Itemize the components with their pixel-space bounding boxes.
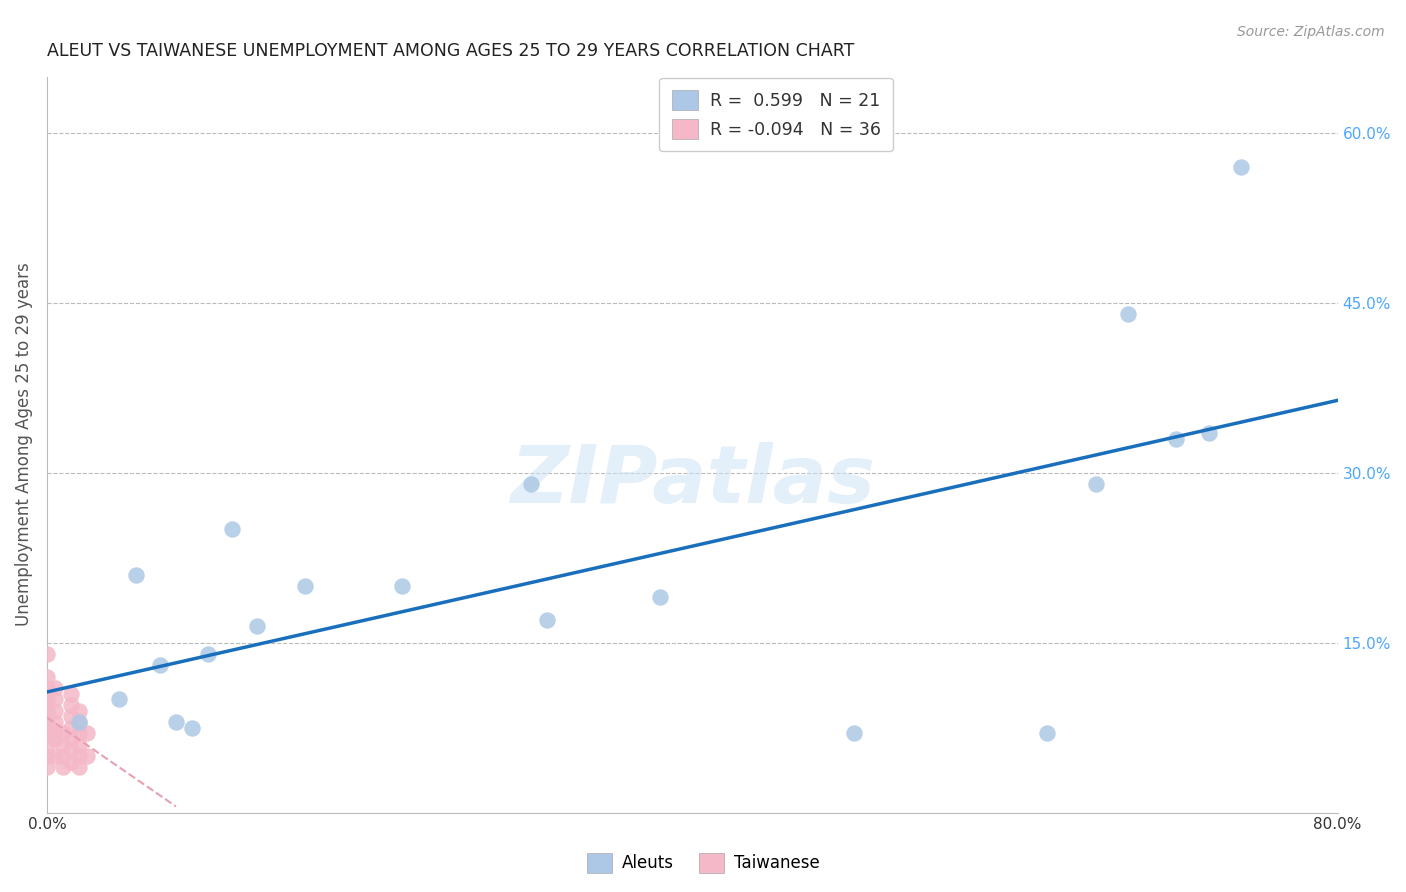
Point: [60, 731, 83, 746]
Point: [52, 748, 75, 763]
Point: [67, 748, 90, 763]
Point: [52, 738, 75, 752]
Point: [294, 579, 316, 593]
Point: [35, 670, 58, 684]
Point: [181, 721, 204, 735]
Point: [124, 567, 146, 582]
Point: [60, 698, 83, 712]
Point: [76, 726, 98, 740]
Point: [1166, 432, 1188, 446]
Point: [246, 618, 269, 632]
Text: ALEUT VS TAIWANESE UNEMPLOYMENT AMONG AGES 25 TO 29 YEARS CORRELATION CHART: ALEUT VS TAIWANESE UNEMPLOYMENT AMONG AG…: [46, 42, 855, 60]
Point: [536, 613, 558, 627]
Text: Source: ZipAtlas.com: Source: ZipAtlas.com: [1237, 25, 1385, 39]
Point: [35, 760, 58, 774]
Point: [67, 704, 90, 718]
Point: [44, 731, 66, 746]
Point: [60, 743, 83, 757]
Point: [60, 721, 83, 735]
Point: [67, 714, 90, 729]
Point: [60, 755, 83, 769]
Point: [44, 692, 66, 706]
Point: [1116, 307, 1139, 321]
Point: [1084, 477, 1107, 491]
Point: [1036, 726, 1059, 740]
Point: [149, 658, 172, 673]
Point: [165, 714, 187, 729]
Y-axis label: Unemployment Among Ages 25 to 29 years: Unemployment Among Ages 25 to 29 years: [15, 262, 32, 626]
Point: [35, 738, 58, 752]
Point: [35, 681, 58, 695]
Text: ZIPatlas: ZIPatlas: [510, 442, 875, 520]
Point: [648, 591, 671, 605]
Point: [44, 681, 66, 695]
Point: [52, 760, 75, 774]
Point: [35, 692, 58, 706]
Point: [197, 647, 219, 661]
Point: [44, 714, 66, 729]
Point: [35, 704, 58, 718]
Point: [67, 714, 90, 729]
Point: [67, 726, 90, 740]
Point: [67, 738, 90, 752]
Point: [44, 704, 66, 718]
Point: [60, 709, 83, 723]
Point: [842, 726, 865, 740]
Point: [67, 760, 90, 774]
Point: [35, 748, 58, 763]
Point: [35, 647, 58, 661]
Point: [391, 579, 413, 593]
Point: [44, 726, 66, 740]
Point: [35, 714, 58, 729]
Point: [221, 523, 243, 537]
Point: [35, 726, 58, 740]
Legend: Aleuts, Taiwanese: Aleuts, Taiwanese: [579, 847, 827, 880]
Point: [52, 726, 75, 740]
Point: [520, 477, 543, 491]
Point: [60, 687, 83, 701]
Point: [1230, 160, 1253, 174]
Point: [1198, 426, 1220, 441]
Point: [44, 748, 66, 763]
Legend: R =  0.599   N = 21, R = -0.094   N = 36: R = 0.599 N = 21, R = -0.094 N = 36: [659, 78, 893, 151]
Point: [76, 748, 98, 763]
Point: [108, 692, 131, 706]
